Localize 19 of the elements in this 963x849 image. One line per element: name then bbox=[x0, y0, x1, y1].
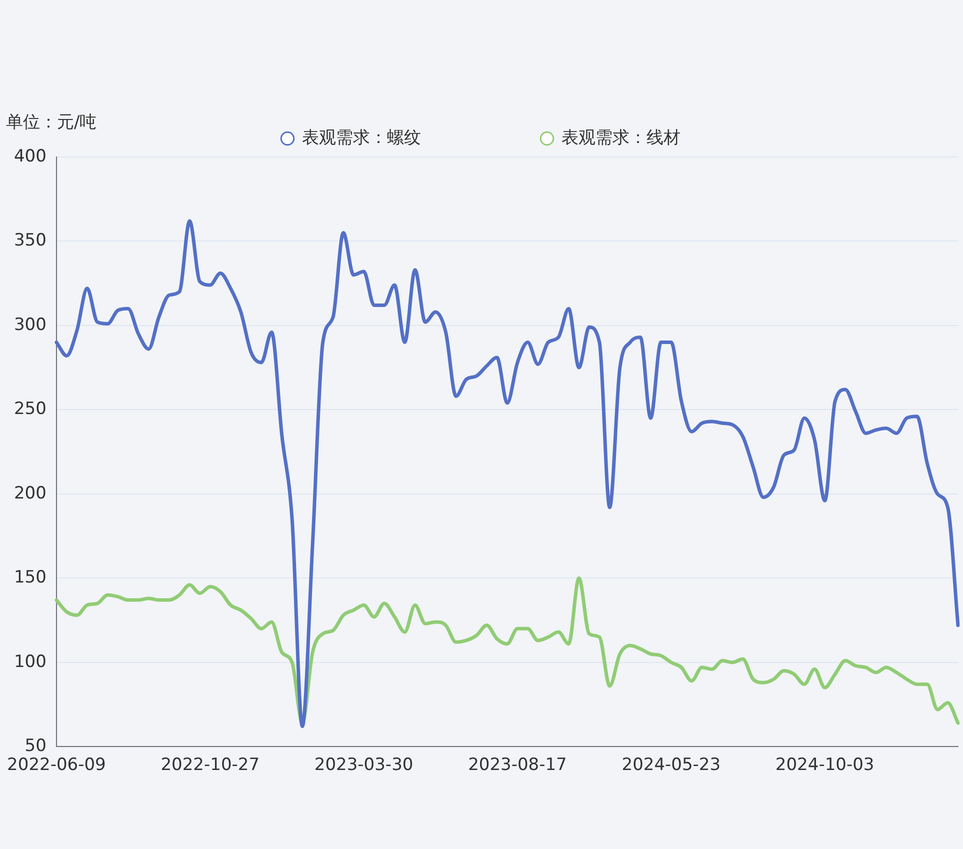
y-tick-label: 250 bbox=[14, 399, 46, 420]
x-tick-label: 2023-08-17 bbox=[468, 755, 567, 776]
line-series bbox=[54, 219, 960, 728]
x-tick-label: 2024-05-23 bbox=[622, 755, 721, 776]
y-tick-label: 50 bbox=[24, 736, 46, 756]
y-tick-label: 100 bbox=[14, 652, 46, 672]
x-tick-label: 2022-06-09 bbox=[7, 755, 106, 776]
y-tick-label: 400 bbox=[14, 146, 46, 166]
y-axis-title: 单位：元/吨 bbox=[6, 112, 97, 132]
x-tick-label: 2022-10-27 bbox=[160, 755, 260, 776]
x-tick-label: 2023-03-30 bbox=[314, 755, 414, 776]
y-tick-label: 150 bbox=[14, 568, 46, 588]
line-series bbox=[54, 576, 960, 725]
legend-label: 表观需求：线材 bbox=[562, 128, 680, 148]
y-tick-label: 300 bbox=[14, 314, 46, 335]
y-tick-label: 350 bbox=[14, 230, 46, 251]
y-tick-label: 200 bbox=[14, 483, 46, 504]
legend-label: 表观需求：螺纹 bbox=[302, 128, 421, 148]
x-tick-label: 2024-10-03 bbox=[775, 755, 874, 776]
